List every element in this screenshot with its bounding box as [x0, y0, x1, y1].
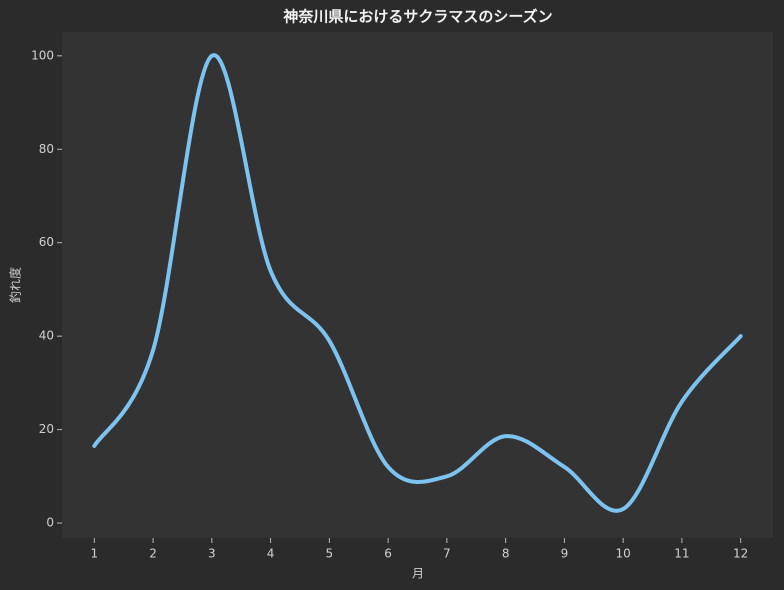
x-axis-label: 月 [412, 567, 424, 581]
x-tick-label: 9 [561, 547, 569, 561]
x-tick-label: 2 [149, 547, 157, 561]
line-series [92, 53, 743, 513]
chart-title: 神奈川県におけるサクラマスのシーズン [283, 8, 552, 26]
y-tick-label: 20 [39, 422, 54, 436]
x-tick-label: 4 [267, 547, 275, 561]
x-tick-label: 12 [733, 547, 748, 561]
x-tick-label: 1 [90, 547, 98, 561]
x-tick-label: 7 [443, 547, 451, 561]
y-axis-label: 釣れ度 [8, 267, 23, 303]
y-tick-label: 60 [39, 235, 54, 249]
y-tick-label: 100 [31, 48, 54, 62]
x-tick-label: 11 [674, 547, 689, 561]
x-tick-label: 10 [616, 547, 631, 561]
y-tick-label: 0 [46, 516, 54, 530]
x-tick-label: 3 [208, 547, 216, 561]
x-tick-label: 8 [502, 547, 510, 561]
y-tick-label: 40 [39, 329, 54, 343]
x-tick-label: 5 [326, 547, 334, 561]
x-tick-label: 6 [384, 547, 392, 561]
y-tick-label: 80 [39, 142, 54, 156]
